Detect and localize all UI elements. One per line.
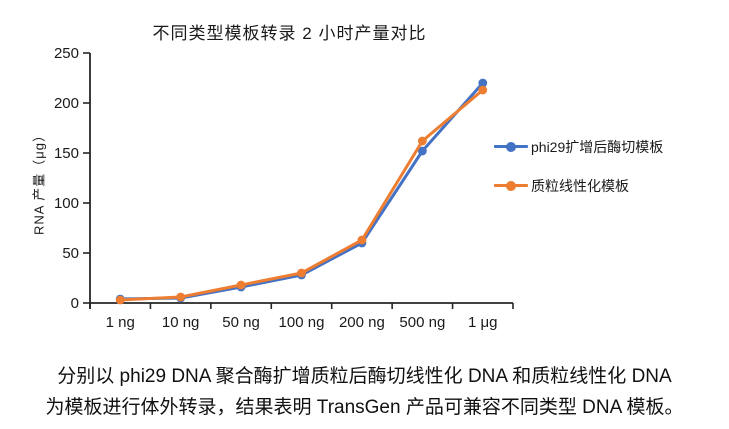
legend-marker-blue-icon [494, 139, 528, 154]
y-tick-label: 200 [54, 95, 79, 112]
line-chart: 0 50 100 150 200 250 1 ng 10 ng 50 ng 100 ng 200 n… [54, 45, 514, 331]
legend-label-plasmid: 质粒线性化模板 [531, 177, 629, 194]
legend-item-phi29: phi29扩增后酶切模板 [494, 138, 664, 155]
y-tick-label: 100 [54, 195, 79, 212]
series-marker-1 [478, 85, 488, 95]
y-tick-label: 250 [54, 45, 79, 62]
series-marker-1 [417, 136, 427, 146]
x-category-label: 10 ng [162, 314, 200, 331]
x-category-label: 200 ng [339, 314, 385, 331]
x-category-label: 50 ng [222, 314, 260, 331]
series-marker-1 [115, 295, 125, 305]
series-marker-1 [297, 268, 306, 278]
chart-legend: phi29扩增后酶切模板 质粒线性化模板 [494, 138, 664, 194]
series-marker-0 [417, 146, 427, 156]
x-category-label: 1 ng [106, 314, 135, 331]
series-marker-1 [357, 235, 367, 245]
legend-label-phi29: phi29扩增后酶切模板 [531, 138, 664, 155]
caption-text: 分别以 phi29 DNA 聚合酶扩增质粒后酶切线性化 DNA 和质粒线性化 D… [0, 361, 729, 423]
series-line-0 [118, 81, 485, 301]
series-marker-1 [236, 280, 246, 290]
x-category-label: 1 μg [468, 314, 498, 331]
caption-line-2: 为模板进行体外转录，结果表明 TransGen 产品可兼容不同类型 DNA 模板… [45, 397, 684, 418]
y-tick-label: 150 [54, 145, 79, 162]
legend-marker-orange-icon [494, 178, 528, 193]
series-marker-1 [176, 292, 186, 302]
series-line-1 [118, 88, 485, 302]
y-tick-label: 50 [62, 245, 79, 262]
x-category-label: 500 ng [399, 314, 445, 331]
y-tick-label: 0 [71, 295, 79, 312]
legend-item-plasmid: 质粒线性化模板 [494, 177, 663, 194]
x-category-label: 100 ng [279, 314, 325, 331]
series-marker-0 [478, 78, 488, 88]
chart-title: 不同类型模板转录 2 小时产量对比 [152, 24, 427, 43]
caption-line-1: 分别以 phi29 DNA 聚合酶扩增质粒后酶切线性化 DNA 和质粒线性化 D… [57, 366, 672, 387]
